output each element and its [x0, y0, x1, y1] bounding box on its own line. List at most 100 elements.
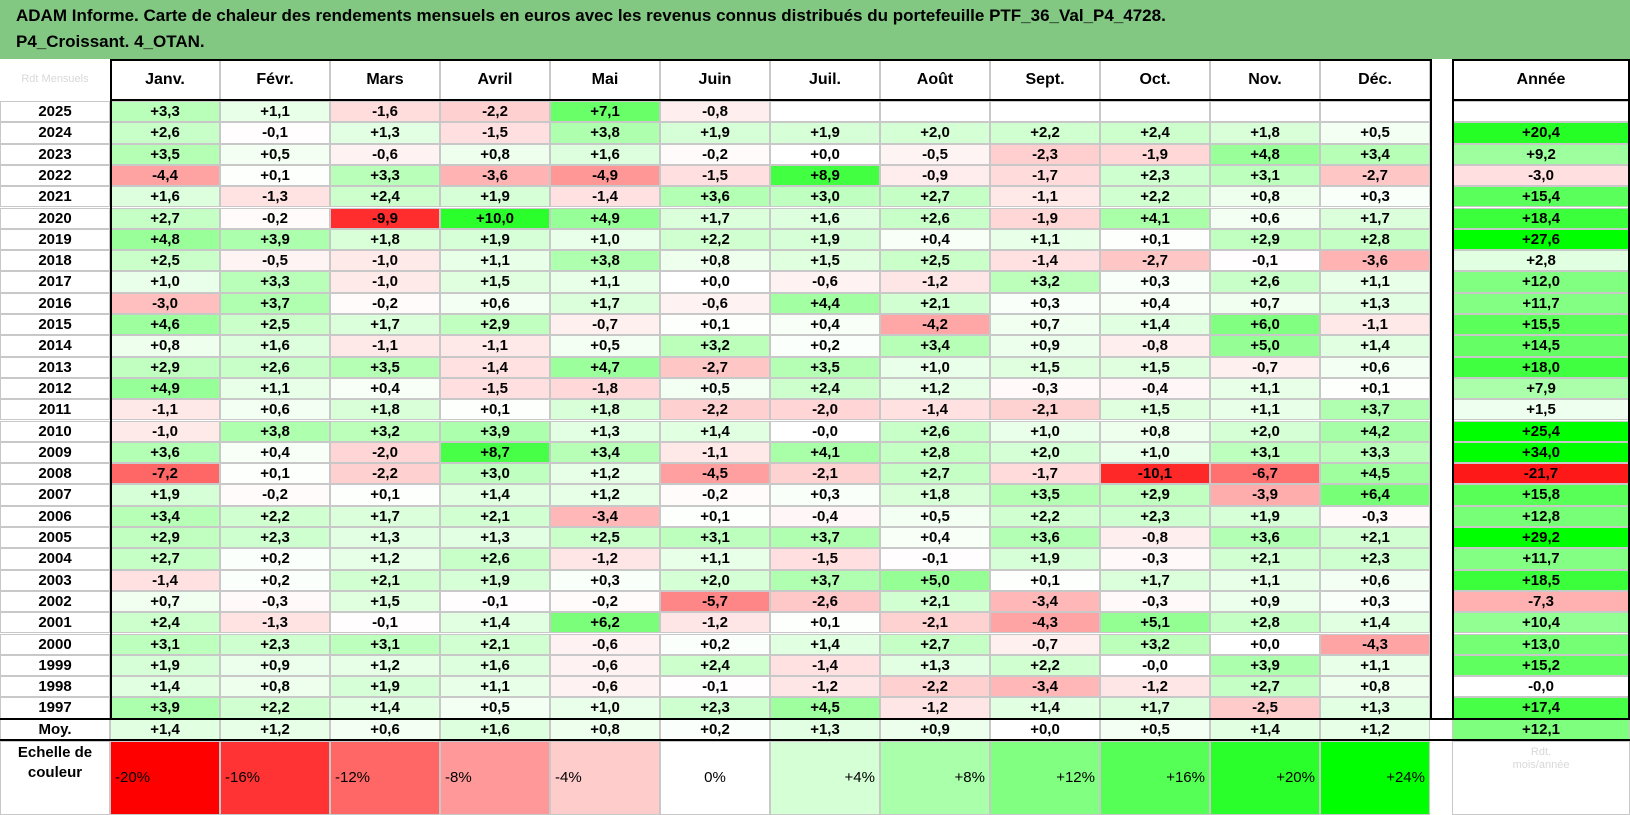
heatmap-cell: +1,9 — [110, 654, 220, 677]
heatmap-cell: -1,2 — [550, 548, 660, 570]
heatmap-cell: -1,2 — [880, 697, 990, 719]
heatmap-cell: +1,6 — [110, 186, 220, 208]
heatmap-cell: -0,9 — [880, 164, 990, 187]
heatmap-cell: -0,7 — [990, 633, 1100, 655]
heatmap-cell: +0,4 — [880, 527, 990, 549]
heatmap-cell: +0,8 — [1100, 420, 1210, 442]
heatmap-cell: +1,7 — [550, 292, 660, 314]
heatmap-cell: +1,1 — [1210, 569, 1320, 591]
heatmap-cell: -0,6 — [550, 676, 660, 698]
heatmap-cell: +0,1 — [330, 484, 440, 506]
heatmap-cell: +2,1 — [440, 505, 550, 527]
heatmap-cell: +1,0 — [1100, 441, 1210, 464]
heatmap-cell: -1,2 — [660, 612, 770, 634]
heatmap-cell: +2,3 — [1100, 164, 1210, 187]
heatmap-cell: +2,6 — [880, 207, 990, 229]
heatmap-cell: -0,8 — [1100, 335, 1210, 357]
average-cell: +1,4 — [110, 718, 220, 740]
heatmap-cell: +2,2 — [220, 697, 330, 719]
heatmap-table: Rdt Mensuels Janv. Févr. Mars Avril Mai Juin Ju… — [0, 59, 1630, 815]
year-label: 2019 — [0, 228, 110, 251]
annual-cell: +15,4 — [1452, 186, 1630, 208]
annual-cell: +14,5 — [1452, 335, 1630, 357]
heatmap-cell: +1,4 — [330, 697, 440, 719]
heatmap-cell: -2,1 — [990, 399, 1100, 421]
heatmap-cell: +0,1 — [220, 463, 330, 485]
heatmap-cell: +2,5 — [220, 314, 330, 336]
annual-cell: +15,8 — [1452, 484, 1630, 506]
heatmap-cell: +1,1 — [1210, 377, 1320, 400]
month-header: Déc. — [1320, 59, 1430, 101]
heatmap-cell: +3,2 — [330, 420, 440, 442]
average-cell: +0,2 — [660, 718, 770, 740]
heatmap-cell: -0,6 — [550, 633, 660, 655]
year-label: 2010 — [0, 420, 110, 442]
heatmap-cell: +4,1 — [1100, 207, 1210, 229]
heatmap-cell: +1,3 — [1320, 292, 1430, 314]
heatmap-cell: +3,7 — [770, 569, 880, 591]
heatmap-cell: +1,9 — [440, 569, 550, 591]
heatmap-cell: +1,7 — [660, 207, 770, 229]
year-label: 2017 — [0, 271, 110, 293]
heatmap-cell: +2,0 — [880, 122, 990, 144]
heatmap-cell: +1,7 — [330, 314, 440, 336]
year-label: 2003 — [0, 569, 110, 591]
heatmap-cell: +0,6 — [440, 292, 550, 314]
heatmap-cell: +0,5 — [1320, 122, 1430, 144]
year-label: 2002 — [0, 590, 110, 613]
heatmap-cell: -1,0 — [110, 420, 220, 442]
heatmap-cell: +1,9 — [1210, 505, 1320, 527]
heatmap-cell: +1,4 — [660, 420, 770, 442]
heatmap-cell: +1,1 — [220, 101, 330, 123]
heatmap-cell — [990, 101, 1100, 123]
heatmap-cell: +2,2 — [660, 228, 770, 251]
heatmap-cell: -0,0 — [770, 420, 880, 442]
heatmap-cell: +0,3 — [1100, 271, 1210, 293]
heatmap-cell: -1,6 — [330, 101, 440, 123]
year-label: 2013 — [0, 356, 110, 378]
heatmap-cell: +2,3 — [1100, 505, 1210, 527]
annual-cell: +9,2 — [1452, 143, 1630, 165]
heatmap-cell: -1,1 — [1320, 314, 1430, 336]
heatmap-cell: +2,9 — [110, 527, 220, 549]
heatmap-cell: +3,0 — [770, 186, 880, 208]
heatmap-cell: +2,7 — [880, 186, 990, 208]
heatmap-cell: -2,7 — [1100, 250, 1210, 272]
month-header: Mars — [330, 59, 440, 101]
heatmap-cell: -5,7 — [660, 590, 770, 613]
color-scale-swatch: +4% — [770, 741, 880, 815]
heatmap-cell: +3,9 — [1210, 654, 1320, 677]
heatmap-cell: +4,8 — [110, 228, 220, 251]
heatmap-cell: +2,9 — [1210, 228, 1320, 251]
annual-cell: +7,9 — [1452, 377, 1630, 400]
heatmap-cell: -0,1 — [220, 122, 330, 144]
heatmap-cell: +1,6 — [550, 143, 660, 165]
heatmap-cell: +1,0 — [550, 697, 660, 719]
heatmap-cell: +4,6 — [110, 314, 220, 336]
average-annual-cell: +12,1 — [1452, 718, 1630, 740]
heatmap-cell: -0,2 — [330, 292, 440, 314]
heatmap-cell: +1,9 — [770, 122, 880, 144]
average-cell: +1,3 — [770, 718, 880, 740]
heatmap-cell: +2,4 — [770, 377, 880, 400]
heatmap-cell: +2,1 — [880, 292, 990, 314]
heatmap-cell: +3,4 — [1320, 143, 1430, 165]
heatmap-cell: +1,1 — [220, 377, 330, 400]
year-label: 2016 — [0, 292, 110, 314]
heatmap-cell: +2,2 — [990, 122, 1100, 144]
heatmap-cell: +2,0 — [990, 441, 1100, 464]
heatmap-cell: +3,8 — [550, 122, 660, 144]
heatmap-cell: +2,6 — [880, 420, 990, 442]
color-scale-swatch: -20% — [110, 741, 220, 815]
heatmap-cell: +0,2 — [770, 335, 880, 357]
heatmap-cell: -0,6 — [330, 143, 440, 165]
heatmap-cell: +2,6 — [110, 122, 220, 144]
heatmap-cell: +0,5 — [220, 143, 330, 165]
heatmap-cell: +2,1 — [440, 633, 550, 655]
heatmap-cell: +2,6 — [440, 548, 550, 570]
heatmap-cell: -2,2 — [660, 399, 770, 421]
heatmap-cell: +0,5 — [440, 697, 550, 719]
heatmap-cell: -4,3 — [1320, 633, 1430, 655]
heatmap-cell: -0,6 — [770, 271, 880, 293]
heatmap-cell: +1,2 — [550, 484, 660, 506]
